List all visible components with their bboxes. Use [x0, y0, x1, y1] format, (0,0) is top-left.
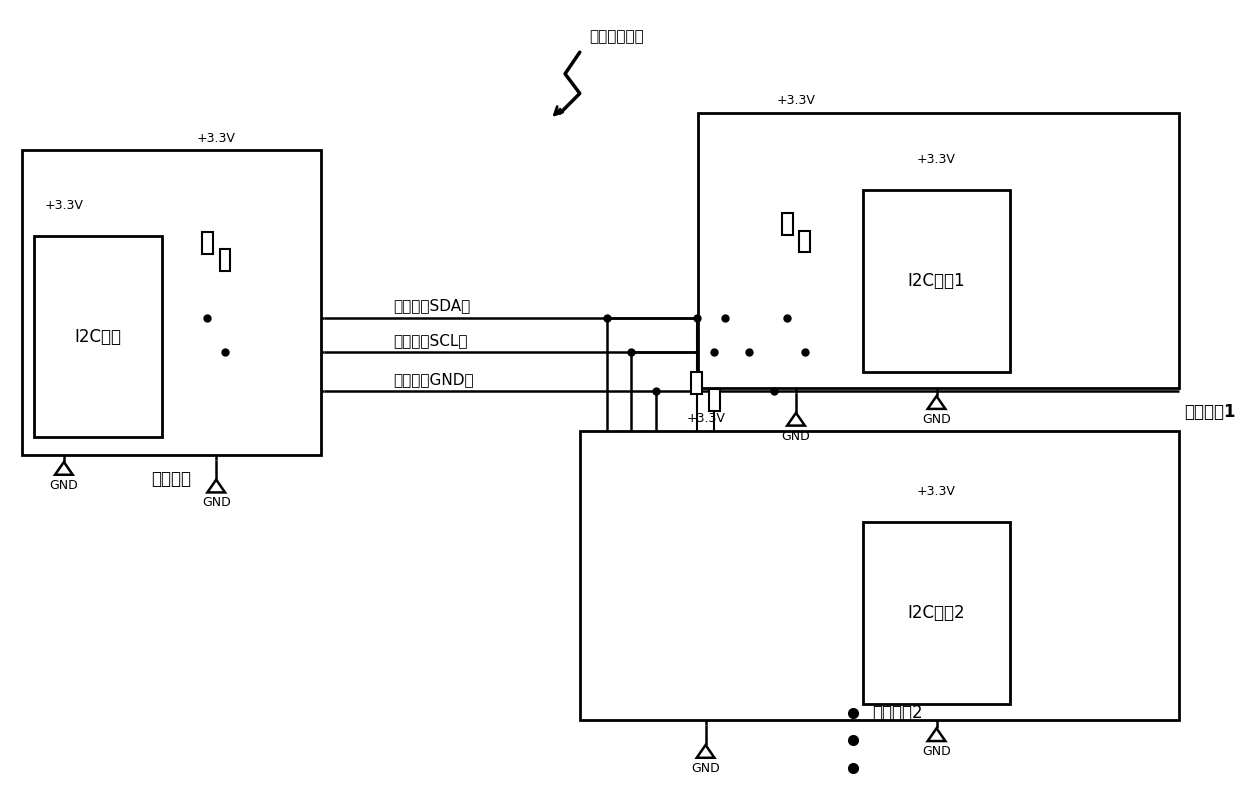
- Bar: [219, 249, 231, 271]
- Bar: [709, 389, 720, 411]
- Bar: [580, 430, 1179, 721]
- Bar: [202, 232, 213, 254]
- Bar: [800, 231, 810, 252]
- Text: GND: GND: [691, 762, 720, 775]
- Text: 主机设备: 主机设备: [151, 470, 191, 488]
- Text: +3.3V: +3.3V: [686, 412, 725, 425]
- Text: GND: GND: [923, 413, 951, 426]
- Bar: [35, 236, 162, 438]
- Text: 信号地（GND）: 信号地（GND）: [393, 372, 474, 387]
- Text: 从机设备2: 从机设备2: [873, 704, 924, 721]
- Text: +3.3V: +3.3V: [197, 131, 236, 144]
- Text: +3.3V: +3.3V: [776, 94, 816, 107]
- Text: +3.3V: +3.3V: [45, 199, 83, 212]
- Text: +3.3V: +3.3V: [918, 153, 956, 166]
- Text: 数据线（SDA）: 数据线（SDA）: [393, 298, 470, 314]
- Text: GND: GND: [202, 496, 231, 509]
- Text: 时钟线（SCL）: 时钟线（SCL）: [393, 333, 467, 348]
- Bar: [698, 113, 1179, 388]
- Text: GND: GND: [923, 745, 951, 758]
- Text: GND: GND: [781, 430, 811, 442]
- Bar: [21, 151, 321, 455]
- Bar: [863, 189, 1011, 372]
- Text: 外界干扰信号: 外界干扰信号: [590, 29, 645, 44]
- Bar: [781, 214, 792, 235]
- Text: I2C从机2: I2C从机2: [908, 604, 965, 621]
- Text: 从机设备1: 从机设备1: [1184, 403, 1235, 421]
- Text: I2C主机: I2C主机: [74, 328, 122, 346]
- Bar: [863, 522, 1011, 704]
- Text: +3.3V: +3.3V: [918, 485, 956, 498]
- Text: I2C从机1: I2C从机1: [908, 272, 965, 289]
- Bar: [692, 372, 702, 393]
- Text: GND: GND: [50, 479, 78, 492]
